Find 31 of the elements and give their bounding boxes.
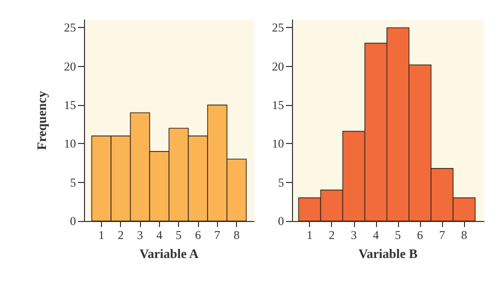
y-axis-title: Frequency xyxy=(34,90,49,150)
y-tick-label: 25 xyxy=(272,20,284,35)
x-axis-title: Variable A xyxy=(139,246,200,261)
y-tick-label: 25 xyxy=(64,20,76,35)
x-tick-label: 8 xyxy=(461,228,468,242)
x-tick-label: 5 xyxy=(176,228,182,242)
y-tick-label: 15 xyxy=(64,98,76,112)
y-tick-label: 0 xyxy=(70,214,76,228)
x-tick-label: 4 xyxy=(372,228,379,242)
y-tick-label: 20 xyxy=(64,59,76,74)
x-tick-label: 6 xyxy=(194,228,201,242)
x-tick-label: 7 xyxy=(439,228,446,242)
x-tick-label: 4 xyxy=(156,228,162,242)
x-axis-title: Variable B xyxy=(358,246,418,261)
y-tick-label: 10 xyxy=(64,136,76,151)
x-tick-label: 2 xyxy=(328,228,335,242)
y-tick-label: 20 xyxy=(272,59,284,74)
x-tick-label: 3 xyxy=(137,228,144,242)
x-tick-label: 8 xyxy=(234,228,240,242)
y-tick-label: 5 xyxy=(278,175,284,190)
y-tick-label: 0 xyxy=(278,214,284,228)
y-tick-label: 5 xyxy=(70,175,76,190)
x-tick-label: 1 xyxy=(306,228,313,242)
x-tick-label: 3 xyxy=(350,228,357,242)
y-tick-label: 10 xyxy=(272,136,284,151)
x-tick-label: 5 xyxy=(394,228,401,242)
x-tick-label: 2 xyxy=(118,228,124,242)
x-tick-label: 1 xyxy=(98,228,104,242)
y-tick-label: 15 xyxy=(272,98,284,112)
x-tick-label: 6 xyxy=(417,228,423,242)
x-tick-label: 7 xyxy=(214,228,220,242)
